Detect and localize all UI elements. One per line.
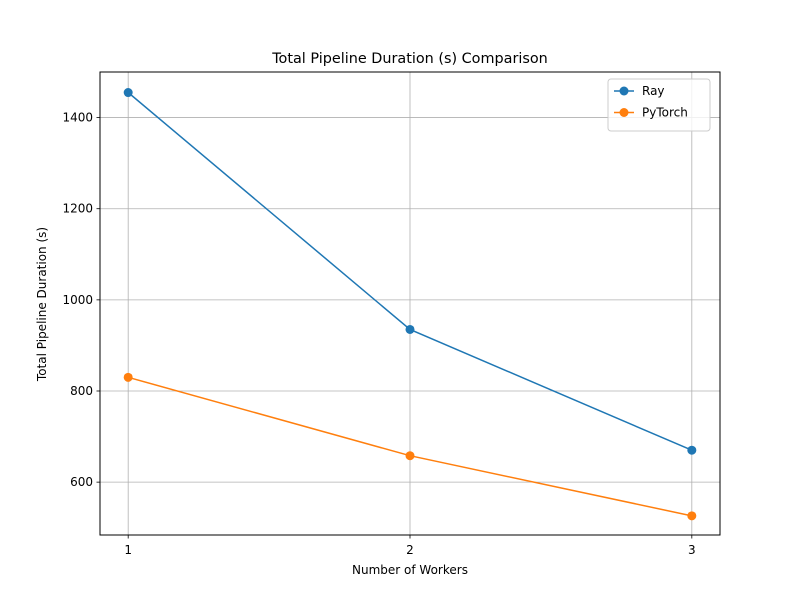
axis-ticks: 1 2 3 600 800 1000 1200 1400 (62, 111, 695, 557)
series-layer (123, 88, 697, 521)
data-point-pytorch (123, 372, 133, 382)
data-point-pytorch (405, 451, 415, 461)
chart-title: Total Pipeline Duration (s) Comparison (271, 51, 548, 67)
y-tick-label: 1400 (62, 111, 93, 125)
data-point-pytorch (687, 511, 697, 521)
y-tick-label: 600 (70, 475, 93, 489)
y-axis-label: Total Pipeline Duration (s) (35, 227, 49, 382)
legend-swatch-marker (619, 86, 629, 96)
grid-lines (100, 72, 720, 535)
legend-swatch-marker (619, 108, 629, 117)
legend: Ray PyTorch (607, 78, 711, 132)
data-point-ray (405, 324, 415, 334)
y-tick-label: 1200 (62, 202, 93, 216)
legend-label: Ray (642, 84, 665, 98)
x-tick-label: 3 (688, 543, 696, 557)
y-tick-label: 1000 (62, 293, 93, 307)
legend-box (607, 78, 711, 132)
x-tick-label: 2 (406, 543, 414, 557)
legend-label: PyTorch (642, 106, 688, 120)
data-point-ray (687, 445, 697, 455)
y-tick-label: 800 (70, 384, 93, 398)
x-tick-label: 1 (124, 543, 132, 557)
x-axis-label: Number of Workers (352, 563, 468, 577)
data-point-ray (123, 88, 133, 98)
